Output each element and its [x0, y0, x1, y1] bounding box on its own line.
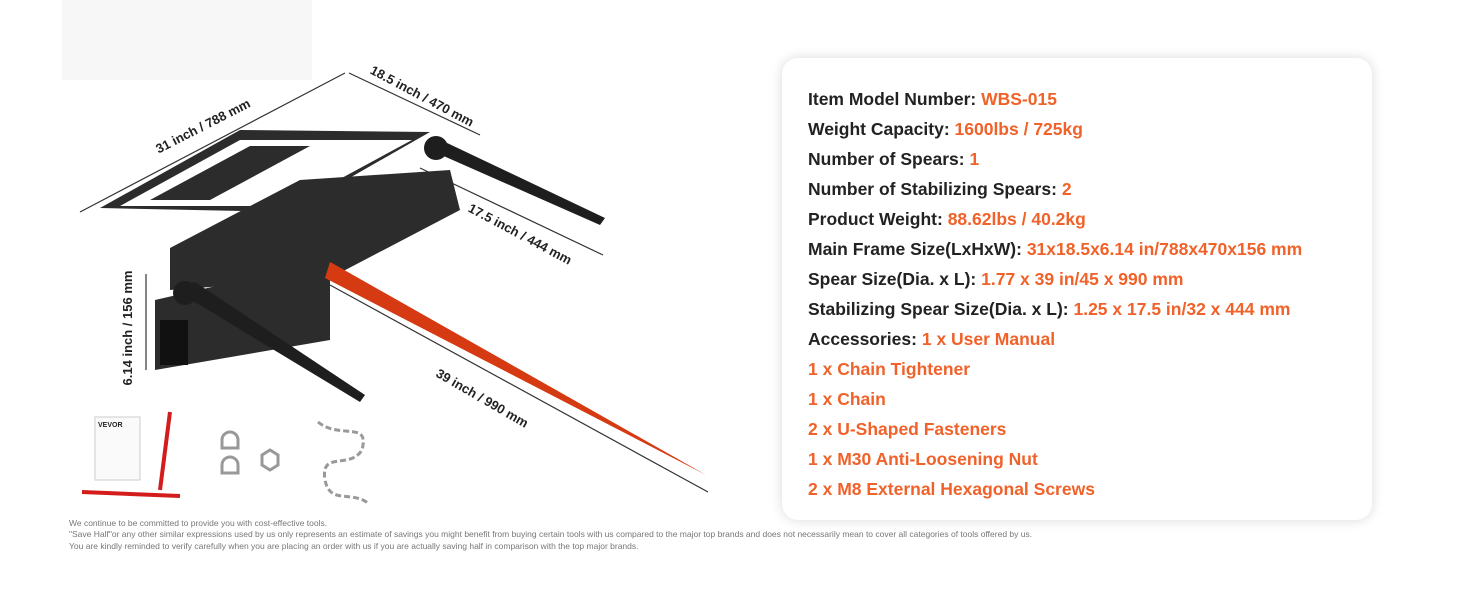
accessory: 1 x Chain	[808, 389, 886, 409]
spec-card: Item Model Number: WBS-015 Weight Capacit…	[782, 58, 1372, 520]
spec-row: Number of Spears: 1	[808, 144, 1302, 174]
spec-list: Item Model Number: WBS-015 Weight Capacit…	[808, 84, 1302, 504]
spec-value: 88.62lbs / 40.2kg	[947, 209, 1086, 229]
disclaimer-line: "Save Half"or any other similar expressi…	[69, 529, 1033, 540]
spec-row: Number of Stabilizing Spears: 2	[808, 174, 1302, 204]
disclaimer-line: You are kindly reminded to verify carefu…	[69, 540, 639, 551]
dimension-label: 18.5 inch / 470 mm	[368, 62, 476, 129]
spec-value: 1600lbs / 725kg	[954, 119, 1083, 139]
spec-value: 1.25 x 17.5 in/32 x 444 mm	[1073, 299, 1291, 319]
spec-value: 1 x User Manual	[921, 329, 1056, 349]
accessory: 2 x U-Shaped Fasteners	[808, 419, 1007, 439]
spec-value: 1.77 x 39 in/45 x 990 mm	[981, 269, 1184, 289]
spec-value: 1	[969, 149, 980, 169]
manual-brand: VEVOR	[98, 422, 123, 429]
spec-row: Spear Size(Dia. x L): 1.77 x 39 in/45 x …	[808, 264, 1302, 294]
spec-label: Item Model Number:	[808, 89, 977, 109]
spec-row: Main Frame Size(LxHxW): 31x18.5x6.14 in/…	[808, 234, 1302, 264]
disclaimer-line: We continue to be committed to provide y…	[69, 518, 328, 528]
accessory: 1 x Chain Tightener	[808, 359, 971, 379]
chain-tightener	[81, 411, 181, 498]
accessory: 1 x M30 Anti-Loosening Nut	[808, 449, 1038, 469]
disclaimer: We continue to be committed to provide y…	[69, 518, 1032, 552]
spec-row: Stabilizing Spear Size(Dia. x L): 1.25 x…	[808, 294, 1302, 324]
spec-label: Spear Size(Dia. x L):	[808, 269, 977, 289]
logo-area	[62, 0, 312, 80]
product-illustration: VEVOR 31 inch / 788 mm 18.5 inch / 470 m…	[62, 0, 709, 505]
main-spear-shade	[325, 262, 706, 475]
spec-label: Number of Spears:	[808, 149, 965, 169]
frame	[100, 130, 460, 370]
spec-row: Item Model Number: WBS-015	[808, 84, 1302, 114]
spec-label: Product Weight:	[808, 209, 943, 229]
spec-row: Weight Capacity: 1600lbs / 725kg	[808, 114, 1302, 144]
hardware	[220, 420, 369, 505]
accessory: 2 x M8 External Hexagonal Screws	[808, 479, 1095, 499]
spec-value: 2	[1061, 179, 1072, 199]
spec-row: Product Weight: 88.62lbs / 40.2kg	[808, 204, 1302, 234]
stabilizing-spears	[173, 136, 605, 402]
spec-label: Main Frame Size(LxHxW):	[808, 239, 1022, 259]
spec-label: Stabilizing Spear Size(Dia. x L):	[808, 299, 1069, 319]
spec-row: Accessories: 1 x User Manual	[808, 324, 1302, 354]
spec-value: WBS-015	[981, 89, 1057, 109]
dimension-label: 6.14 inch / 156 mm	[120, 271, 135, 386]
manual	[94, 416, 141, 481]
spec-label: Weight Capacity:	[808, 119, 950, 139]
spec-label: Number of Stabilizing Spears:	[808, 179, 1057, 199]
spec-label: Accessories:	[808, 329, 917, 349]
spec-value: 31x18.5x6.14 in/788x470x156 mm	[1026, 239, 1303, 259]
